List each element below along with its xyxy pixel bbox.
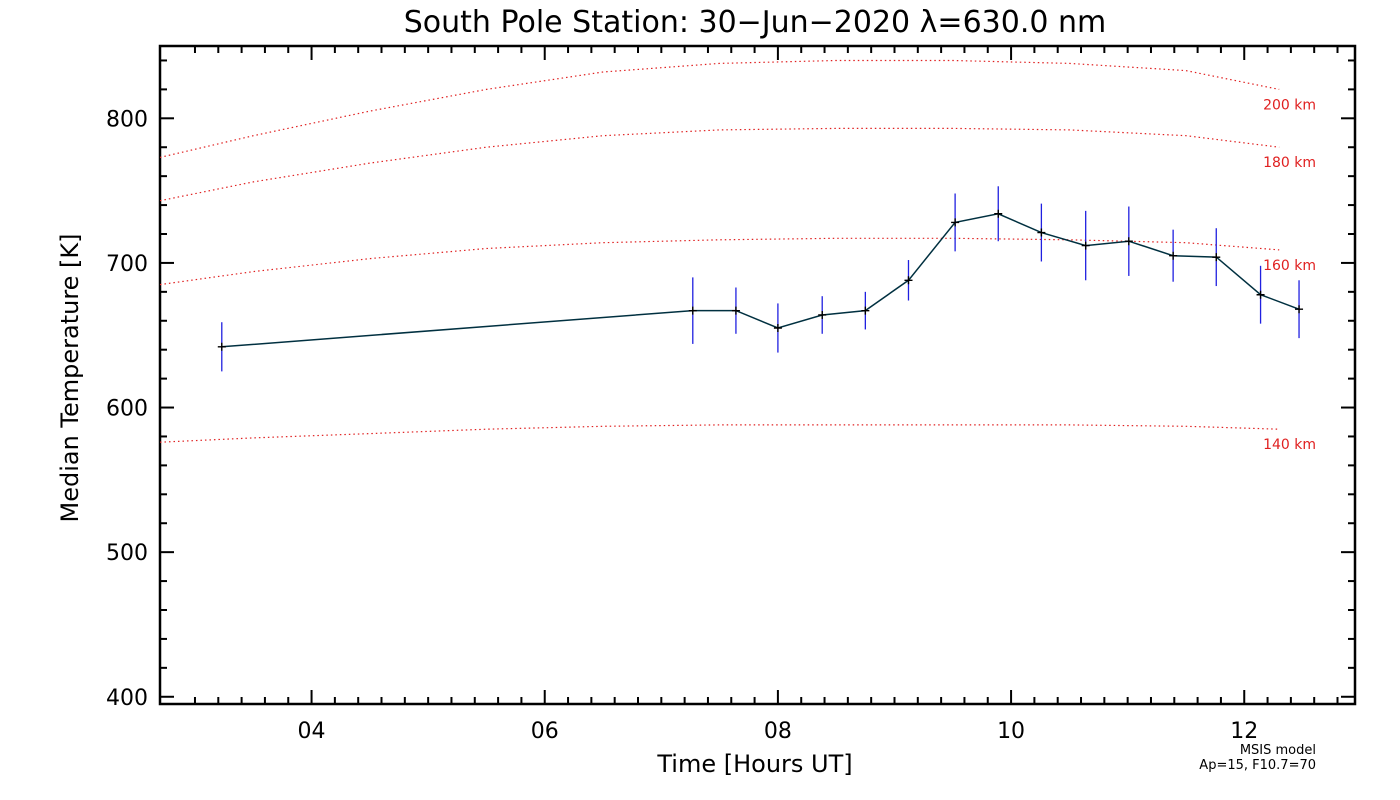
model-curve-label: 200 km bbox=[1263, 97, 1316, 113]
x-tick-label: 12 bbox=[1230, 719, 1258, 744]
model-curve-label: 160 km bbox=[1263, 258, 1316, 274]
model-note-line2: Ap=15, F10.7=70 bbox=[1199, 758, 1316, 773]
chart-title: South Pole Station: 30−Jun−2020 λ=630.0 … bbox=[404, 5, 1106, 40]
data-point bbox=[1256, 290, 1265, 299]
data-point bbox=[818, 310, 827, 319]
model-note-line1: MSIS model bbox=[1240, 743, 1316, 758]
data-point bbox=[1124, 237, 1133, 246]
x-axis-label: Time [Hours UT] bbox=[656, 750, 852, 778]
data-point bbox=[1169, 251, 1178, 260]
data-point bbox=[688, 306, 697, 315]
series-line bbox=[221, 213, 1300, 348]
model-curve-160km bbox=[159, 237, 1280, 286]
data-point bbox=[1081, 241, 1090, 250]
y-tick-label: 700 bbox=[106, 252, 148, 277]
y-axis-label: Median Temperature [K] bbox=[56, 233, 84, 522]
data-point bbox=[951, 218, 960, 227]
data-point bbox=[773, 324, 782, 332]
data-point bbox=[861, 306, 870, 315]
data-point bbox=[1037, 228, 1046, 237]
data-point bbox=[904, 276, 913, 285]
y-tick-label: 500 bbox=[106, 541, 148, 566]
model-curve-label: 180 km bbox=[1263, 155, 1316, 171]
data-point bbox=[731, 306, 740, 315]
model-curve-140km bbox=[159, 424, 1280, 443]
model-curve-200km bbox=[159, 59, 1280, 158]
y-tick-label: 800 bbox=[106, 107, 148, 132]
plot-area: 04 06 08 10 12 400 500 600 700 800 200 km 180 km 160… bbox=[106, 44, 1357, 744]
data-point bbox=[994, 209, 1003, 218]
x-tick-label: 06 bbox=[531, 719, 559, 744]
data-point bbox=[1212, 253, 1221, 262]
y-tick-label: 400 bbox=[106, 686, 148, 711]
model-curve-180km bbox=[159, 127, 1280, 202]
y-tick-label: 600 bbox=[106, 397, 148, 422]
x-tick-label: 08 bbox=[764, 719, 792, 744]
x-tick-label: 04 bbox=[298, 719, 326, 744]
data-point bbox=[1295, 305, 1304, 314]
model-curve-label: 140 km bbox=[1263, 437, 1316, 453]
data-point bbox=[217, 342, 226, 351]
x-tick-label: 10 bbox=[997, 719, 1025, 744]
plot-frame bbox=[158, 44, 1357, 706]
